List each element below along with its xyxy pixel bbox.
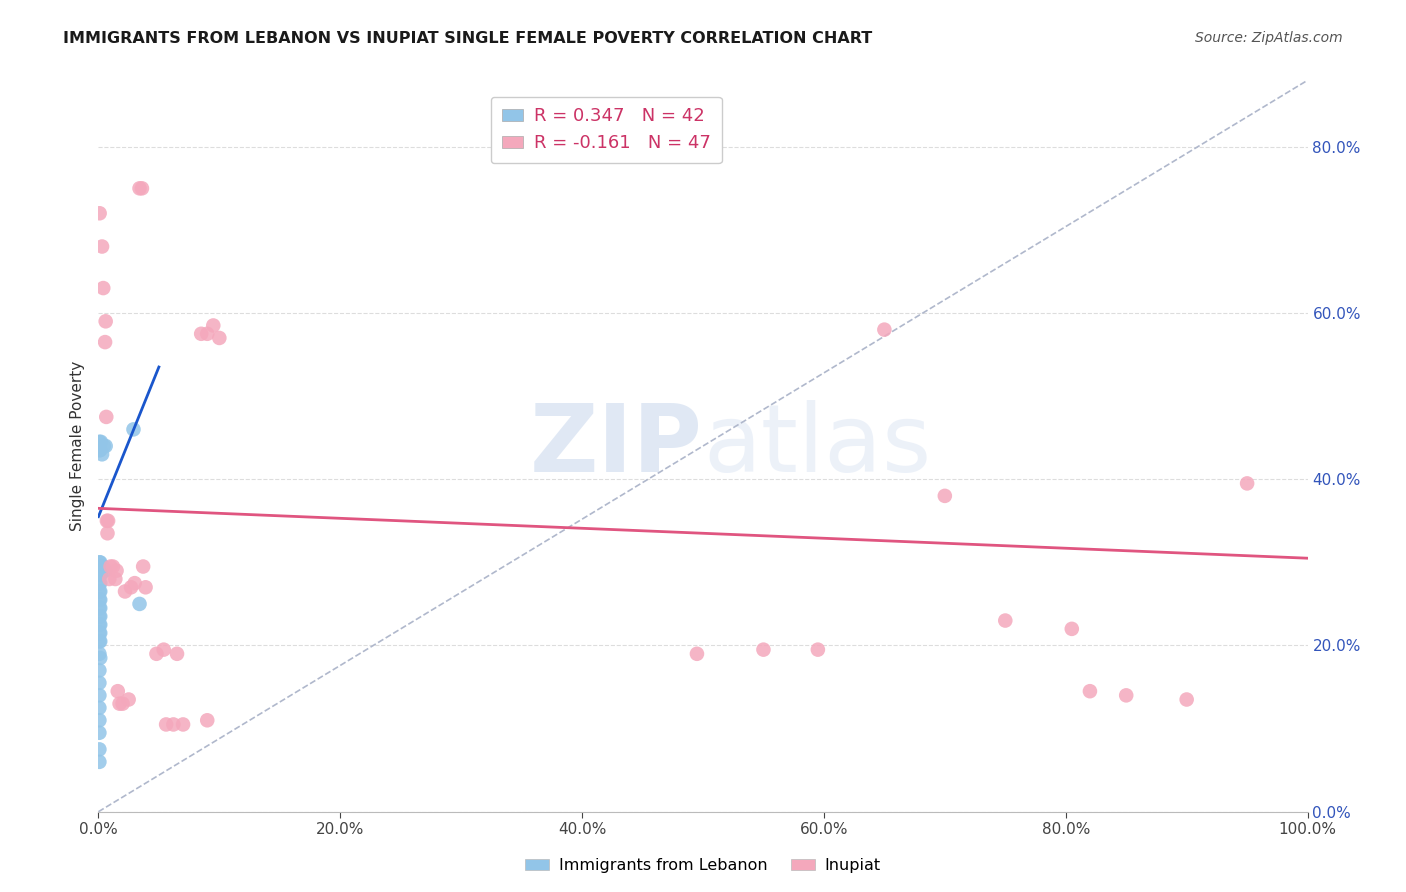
Point [873,323,896,337]
Point [195,714,218,728]
Point [152,642,174,657]
Point [89,725,111,739]
Text: ZIP: ZIP [530,400,703,492]
Point [89,584,111,599]
Point [89,617,111,632]
Point [994,614,1017,628]
Point [100,559,122,574]
Point [101,559,124,574]
Text: atlas: atlas [703,400,931,492]
Y-axis label: Single Female Poverty: Single Female Poverty [69,361,84,531]
Point [89,617,111,632]
Point [107,684,129,698]
Point [89,651,111,665]
Point [807,642,830,657]
Point [94,439,117,453]
Point [96,526,118,541]
Point [93,439,115,453]
Point [96,514,118,528]
Point [94,564,117,578]
Point [132,559,155,574]
Point [1175,692,1198,706]
Point [91,239,114,253]
Point [208,331,231,345]
Point [89,555,111,569]
Point [89,714,111,728]
Point [98,572,121,586]
Point [89,601,111,615]
Point [114,584,136,599]
Point [1078,684,1101,698]
Point [172,717,194,731]
Point [89,443,111,458]
Point [111,697,134,711]
Point [89,555,111,569]
Point [89,609,111,624]
Point [1115,689,1137,703]
Point [89,592,111,607]
Point [752,642,775,657]
Text: IMMIGRANTS FROM LEBANON VS INUPIAT SINGLE FEMALE POVERTY CORRELATION CHART: IMMIGRANTS FROM LEBANON VS INUPIAT SINGL… [63,31,873,46]
Point [89,576,111,591]
Point [934,489,956,503]
Point [155,717,177,731]
Point [89,664,111,678]
Point [190,326,212,341]
Point [128,181,150,195]
Point [166,647,188,661]
Point [1060,622,1083,636]
Text: Source: ZipAtlas.com: Source: ZipAtlas.com [1195,31,1343,45]
Legend: Immigrants from Lebanon, Inupiat: Immigrants from Lebanon, Inupiat [519,852,887,880]
Point [89,742,111,756]
Point [195,326,218,341]
Point [89,567,111,582]
Point [89,755,111,769]
Point [124,576,146,591]
Point [89,676,111,690]
Point [89,584,111,599]
Point [89,609,111,624]
Point [91,281,114,295]
Point [89,443,111,458]
Point [89,626,111,640]
Point [1236,476,1258,491]
Point [89,601,111,615]
Point [89,434,111,449]
Point [94,314,117,328]
Point [91,559,114,574]
Point [91,559,114,574]
Point [162,717,184,731]
Point [686,647,709,661]
Point [89,634,111,648]
Point [131,181,153,195]
Point [89,647,111,661]
Point [202,318,225,333]
Point [91,447,114,461]
Point [97,514,120,528]
Point [89,634,111,648]
Point [89,689,111,703]
Point [120,580,142,594]
Point [118,692,141,706]
Point [89,576,111,591]
Point [145,647,167,661]
Point [104,572,127,586]
Point [89,626,111,640]
Point [94,335,117,350]
Point [128,597,150,611]
Point [90,434,112,449]
Legend: R = 0.347   N = 42, R = -0.161   N = 47: R = 0.347 N = 42, R = -0.161 N = 47 [491,96,721,163]
Point [96,409,118,424]
Point [89,206,111,220]
Point [122,422,145,436]
Point [135,580,157,594]
Point [108,697,131,711]
Point [90,567,112,582]
Point [105,564,128,578]
Point [89,592,111,607]
Point [89,701,111,715]
